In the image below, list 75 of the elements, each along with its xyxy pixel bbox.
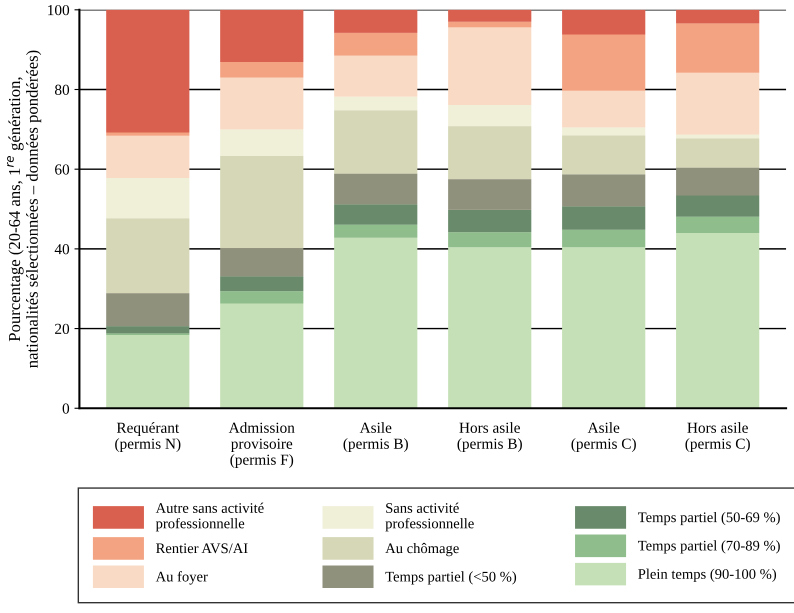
bar <box>562 34 646 91</box>
bar <box>106 136 190 178</box>
x-tick-label: Asile (permis B) <box>344 422 408 452</box>
legend-label: Temps partiel (70-89 %) <box>638 540 780 554</box>
legend-label: Autre sans activité professionnelle <box>156 502 264 532</box>
y-tick-label: 100 <box>48 4 70 16</box>
bar <box>562 127 646 136</box>
bar <box>334 224 418 238</box>
bar <box>106 218 190 294</box>
bar <box>220 156 304 248</box>
bar <box>448 247 532 408</box>
bar <box>562 135 646 174</box>
bar <box>448 27 532 106</box>
bar <box>334 32 418 56</box>
y-tick-label: 60 <box>55 164 70 175</box>
x-tick-label: Asile (permis C) <box>571 422 636 452</box>
legend-label: Temps partiel (<50 %) <box>385 571 516 585</box>
bar <box>676 72 760 135</box>
x-tick-label: Requérant (permis N) <box>115 422 180 452</box>
bar <box>334 96 418 110</box>
legend-label: Temps partiel (50-69 %) <box>638 512 780 526</box>
bar <box>676 232 760 408</box>
y-tick-label: 0 <box>62 403 70 414</box>
legend-label: Rentier AVS/AI <box>156 543 248 554</box>
bar <box>106 132 190 136</box>
bar <box>562 10 646 35</box>
bar <box>676 10 760 24</box>
bar <box>676 23 760 73</box>
bar <box>448 10 532 22</box>
legend-label: Au foyer <box>156 571 208 585</box>
y-tick-label: 20 <box>55 324 70 334</box>
bar <box>676 134 760 139</box>
bar <box>448 179 532 210</box>
bar <box>334 174 418 204</box>
x-tick-label: Hors asile (permis C) <box>685 422 750 452</box>
bar <box>220 10 304 62</box>
bar <box>106 178 190 218</box>
bar <box>220 62 304 78</box>
bar <box>448 210 532 232</box>
bar <box>106 293 190 326</box>
bar <box>220 248 304 276</box>
bar <box>562 90 646 128</box>
bar <box>220 129 304 156</box>
bar <box>334 10 418 33</box>
bar <box>562 206 646 230</box>
x-tick-label: Admission provisoire (permis F) <box>228 422 295 468</box>
bar <box>676 216 760 233</box>
y-tick-label: 80 <box>54 84 70 95</box>
bar <box>676 195 760 217</box>
bar <box>334 238 418 408</box>
bar <box>334 56 418 97</box>
bar <box>220 291 304 304</box>
legend-label: Au chômage <box>385 542 459 556</box>
bar <box>334 110 418 174</box>
bar <box>448 232 532 248</box>
bar <box>106 334 190 408</box>
bar <box>106 10 190 133</box>
bar <box>562 174 646 206</box>
bar <box>676 168 760 196</box>
bar <box>334 204 418 225</box>
bar <box>448 126 532 180</box>
y-tick-label: 40 <box>54 244 70 254</box>
bar <box>562 230 646 248</box>
y-axis-title: Pourcentage (20-64 ans, 1$^{re}$ génération, nationalités sélectionnées – données pondérées) <box>7 50 42 368</box>
bar <box>220 78 304 130</box>
bar <box>448 105 532 126</box>
legend-label: Plein temps (90-100 %) <box>638 568 776 582</box>
legend-label: Sans activité professionnelle <box>385 502 474 532</box>
bar <box>448 22 532 28</box>
bar <box>220 303 304 408</box>
bar <box>106 326 190 334</box>
bar <box>220 276 304 292</box>
x-tick-label: Hors asile (permis B) <box>458 422 522 452</box>
bar <box>676 138 760 168</box>
bar <box>562 247 646 408</box>
